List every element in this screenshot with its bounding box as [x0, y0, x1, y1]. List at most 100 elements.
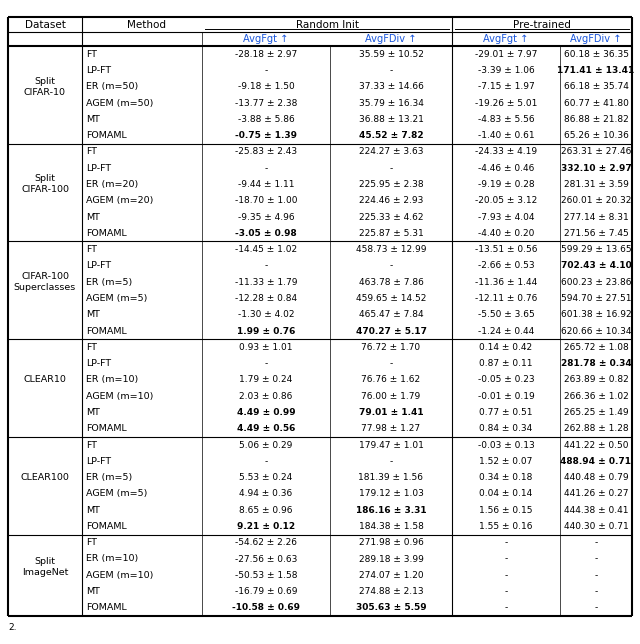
Text: 0.34 ± 0.18: 0.34 ± 0.18 — [479, 473, 532, 482]
Text: 600.23 ± 23.86: 600.23 ± 23.86 — [561, 278, 631, 287]
Text: -4.83 ± 5.56: -4.83 ± 5.56 — [477, 115, 534, 124]
Text: LP-FT: LP-FT — [86, 457, 111, 466]
Text: 281.31 ± 3.59: 281.31 ± 3.59 — [564, 180, 628, 189]
Text: MT: MT — [86, 115, 100, 124]
Text: -: - — [595, 587, 598, 596]
Text: -: - — [389, 261, 392, 270]
Text: 260.01 ± 20.32: 260.01 ± 20.32 — [561, 196, 631, 205]
Text: 266.36 ± 1.02: 266.36 ± 1.02 — [564, 392, 628, 401]
Text: 459.65 ± 14.52: 459.65 ± 14.52 — [356, 294, 426, 303]
Text: FOMAML: FOMAML — [86, 424, 127, 433]
Text: -: - — [389, 164, 392, 173]
Text: ER (m=10): ER (m=10) — [86, 375, 138, 384]
Text: -: - — [595, 538, 598, 547]
Text: 1.79 ± 0.24: 1.79 ± 0.24 — [239, 375, 292, 384]
Text: 181.39 ± 1.56: 181.39 ± 1.56 — [358, 473, 424, 482]
Text: 274.07 ± 1.20: 274.07 ± 1.20 — [358, 571, 423, 580]
Text: 0.87 ± 0.11: 0.87 ± 0.11 — [479, 359, 532, 368]
Text: 305.63 ± 5.59: 305.63 ± 5.59 — [356, 603, 426, 612]
Text: Split
CIFAR-100: Split CIFAR-100 — [21, 175, 69, 194]
Text: FT: FT — [86, 245, 97, 254]
Text: 265.25 ± 1.49: 265.25 ± 1.49 — [564, 408, 628, 417]
Text: -1.24 ± 0.44: -1.24 ± 0.44 — [478, 327, 534, 336]
Text: 179.12 ± 1.03: 179.12 ± 1.03 — [358, 489, 424, 498]
Text: 1.55 ± 0.16: 1.55 ± 0.16 — [479, 522, 532, 531]
Text: LP-FT: LP-FT — [86, 164, 111, 173]
Text: MT: MT — [86, 213, 100, 222]
Text: ER (m=10): ER (m=10) — [86, 554, 138, 564]
Text: 0.84 ± 0.34: 0.84 ± 0.34 — [479, 424, 532, 433]
Text: -11.33 ± 1.79: -11.33 ± 1.79 — [235, 278, 297, 287]
Text: 620.66 ± 10.34: 620.66 ± 10.34 — [561, 327, 631, 336]
Text: 277.14 ± 8.31: 277.14 ± 8.31 — [564, 213, 628, 222]
Text: ER (m=20): ER (m=20) — [86, 180, 138, 189]
Text: FT: FT — [86, 538, 97, 547]
Text: 76.00 ± 1.79: 76.00 ± 1.79 — [362, 392, 420, 401]
Text: FOMAML: FOMAML — [86, 603, 127, 612]
Text: -7.93 ± 4.04: -7.93 ± 4.04 — [477, 213, 534, 222]
Text: FOMAML: FOMAML — [86, 229, 127, 238]
Text: FT: FT — [86, 147, 97, 156]
Text: 60.18 ± 36.35: 60.18 ± 36.35 — [563, 50, 628, 59]
Text: -: - — [264, 66, 268, 75]
Text: 66.18 ± 35.74: 66.18 ± 35.74 — [564, 82, 628, 91]
Text: 76.76 ± 1.62: 76.76 ± 1.62 — [362, 375, 420, 384]
Text: -: - — [504, 571, 508, 580]
Text: AGEM (m=5): AGEM (m=5) — [86, 294, 147, 303]
Text: AGEM (m=50): AGEM (m=50) — [86, 99, 154, 108]
Text: AGEM (m=10): AGEM (m=10) — [86, 392, 154, 401]
Text: 444.38 ± 0.41: 444.38 ± 0.41 — [564, 506, 628, 515]
Text: 440.30 ± 0.71: 440.30 ± 0.71 — [564, 522, 628, 531]
Text: -1.30 ± 4.02: -1.30 ± 4.02 — [237, 310, 294, 319]
Text: -: - — [389, 457, 392, 466]
Text: 440.48 ± 0.79: 440.48 ± 0.79 — [564, 473, 628, 482]
Text: 470.27 ± 5.17: 470.27 ± 5.17 — [355, 327, 426, 336]
Text: 77.98 ± 1.27: 77.98 ± 1.27 — [362, 424, 420, 433]
Text: CIFAR-100
Superclasses: CIFAR-100 Superclasses — [14, 272, 76, 292]
Text: 289.18 ± 3.99: 289.18 ± 3.99 — [358, 554, 424, 564]
Text: -14.45 ± 1.02: -14.45 ± 1.02 — [235, 245, 297, 254]
Text: LP-FT: LP-FT — [86, 261, 111, 270]
Text: LP-FT: LP-FT — [86, 359, 111, 368]
Text: FOMAML: FOMAML — [86, 522, 127, 531]
Text: 465.47 ± 7.84: 465.47 ± 7.84 — [358, 310, 423, 319]
Text: FT: FT — [86, 343, 97, 352]
Text: 594.70 ± 27.51: 594.70 ± 27.51 — [561, 294, 631, 303]
Text: 4.49 ± 0.56: 4.49 ± 0.56 — [237, 424, 295, 433]
Text: -25.83 ± 2.43: -25.83 ± 2.43 — [235, 147, 297, 156]
Text: AGEM (m=10): AGEM (m=10) — [86, 571, 154, 580]
Text: 224.27 ± 3.63: 224.27 ± 3.63 — [359, 147, 423, 156]
Text: LP-FT: LP-FT — [86, 66, 111, 75]
Text: AvgFDiv ↑: AvgFDiv ↑ — [365, 34, 417, 44]
Text: AvgFgt ↑: AvgFgt ↑ — [243, 34, 289, 44]
Text: 0.77 ± 0.51: 0.77 ± 0.51 — [479, 408, 532, 417]
Text: -10.58 ± 0.69: -10.58 ± 0.69 — [232, 603, 300, 612]
Text: 8.65 ± 0.96: 8.65 ± 0.96 — [239, 506, 292, 515]
Text: 463.78 ± 7.86: 463.78 ± 7.86 — [358, 278, 424, 287]
Text: Method: Method — [127, 20, 166, 30]
Text: 2.03 ± 0.86: 2.03 ± 0.86 — [239, 392, 292, 401]
Text: 441.26 ± 0.27: 441.26 ± 0.27 — [564, 489, 628, 498]
Text: Pre-trained: Pre-trained — [513, 20, 571, 30]
Text: -9.44 ± 1.11: -9.44 ± 1.11 — [237, 180, 294, 189]
Text: -: - — [264, 261, 268, 270]
Text: -18.70 ± 1.00: -18.70 ± 1.00 — [235, 196, 297, 205]
Text: -28.18 ± 2.97: -28.18 ± 2.97 — [235, 50, 297, 59]
Text: -54.62 ± 2.26: -54.62 ± 2.26 — [235, 538, 297, 547]
Text: FT: FT — [86, 440, 97, 450]
Text: Split
CIFAR-10: Split CIFAR-10 — [24, 77, 66, 97]
Text: 599.29 ± 13.65: 599.29 ± 13.65 — [561, 245, 631, 254]
Text: 224.46 ± 2.93: 224.46 ± 2.93 — [359, 196, 423, 205]
Text: Dataset: Dataset — [24, 20, 65, 30]
Text: CLEAR100: CLEAR100 — [20, 473, 69, 482]
Text: 86.88 ± 21.82: 86.88 ± 21.82 — [564, 115, 628, 124]
Text: -0.75 ± 1.39: -0.75 ± 1.39 — [235, 131, 297, 140]
Text: 4.94 ± 0.36: 4.94 ± 0.36 — [239, 489, 292, 498]
Text: -: - — [389, 66, 392, 75]
Text: 702.43 ± 4.10: 702.43 ± 4.10 — [561, 261, 632, 270]
Text: -: - — [504, 587, 508, 596]
Text: -0.01 ± 0.19: -0.01 ± 0.19 — [477, 392, 534, 401]
Text: -9.18 ± 1.50: -9.18 ± 1.50 — [237, 82, 294, 91]
Text: -4.46 ± 0.46: -4.46 ± 0.46 — [478, 164, 534, 173]
Text: -29.01 ± 7.97: -29.01 ± 7.97 — [475, 50, 537, 59]
